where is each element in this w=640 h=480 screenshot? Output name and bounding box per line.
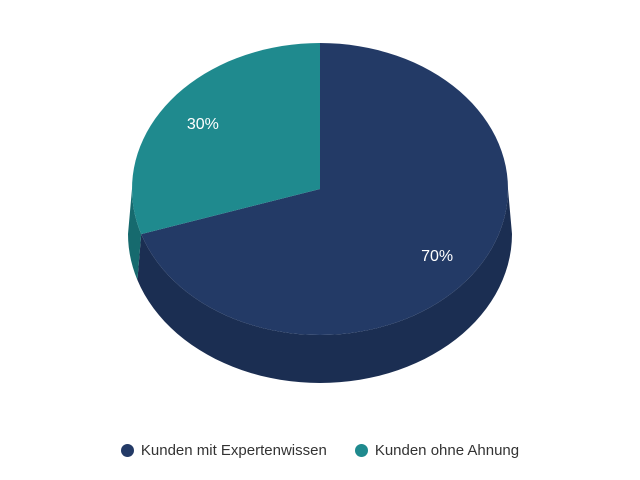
slice-value-label: 70% bbox=[421, 248, 453, 265]
legend-label: Kunden mit Expertenwissen bbox=[140, 442, 327, 459]
pie-slice-side-kunden-mit-expertenwissen bbox=[137, 189, 512, 383]
legend-item-kunden-ohne-ahnung[interactable]: Kunden ohne Ahnung bbox=[354, 442, 520, 459]
legend-swatch-icon bbox=[120, 444, 134, 457]
legend-label: Kunden ohne Ahnung bbox=[374, 442, 520, 459]
pie-slice-kunden-mit-expertenwissen[interactable] bbox=[141, 43, 508, 335]
pie-slice-kunden-ohne-ahnung[interactable] bbox=[132, 43, 320, 235]
legend-swatch-icon bbox=[354, 444, 368, 457]
slice-value-label: 30% bbox=[187, 116, 219, 133]
legend: Kunden mit Expertenwissen Kunden ohne Ah… bbox=[0, 442, 640, 459]
legend-item-kunden-mit-expertenwissen[interactable]: Kunden mit Expertenwissen bbox=[120, 442, 327, 459]
pie-slice-side-kunden-ohne-ahnung bbox=[128, 189, 142, 281]
